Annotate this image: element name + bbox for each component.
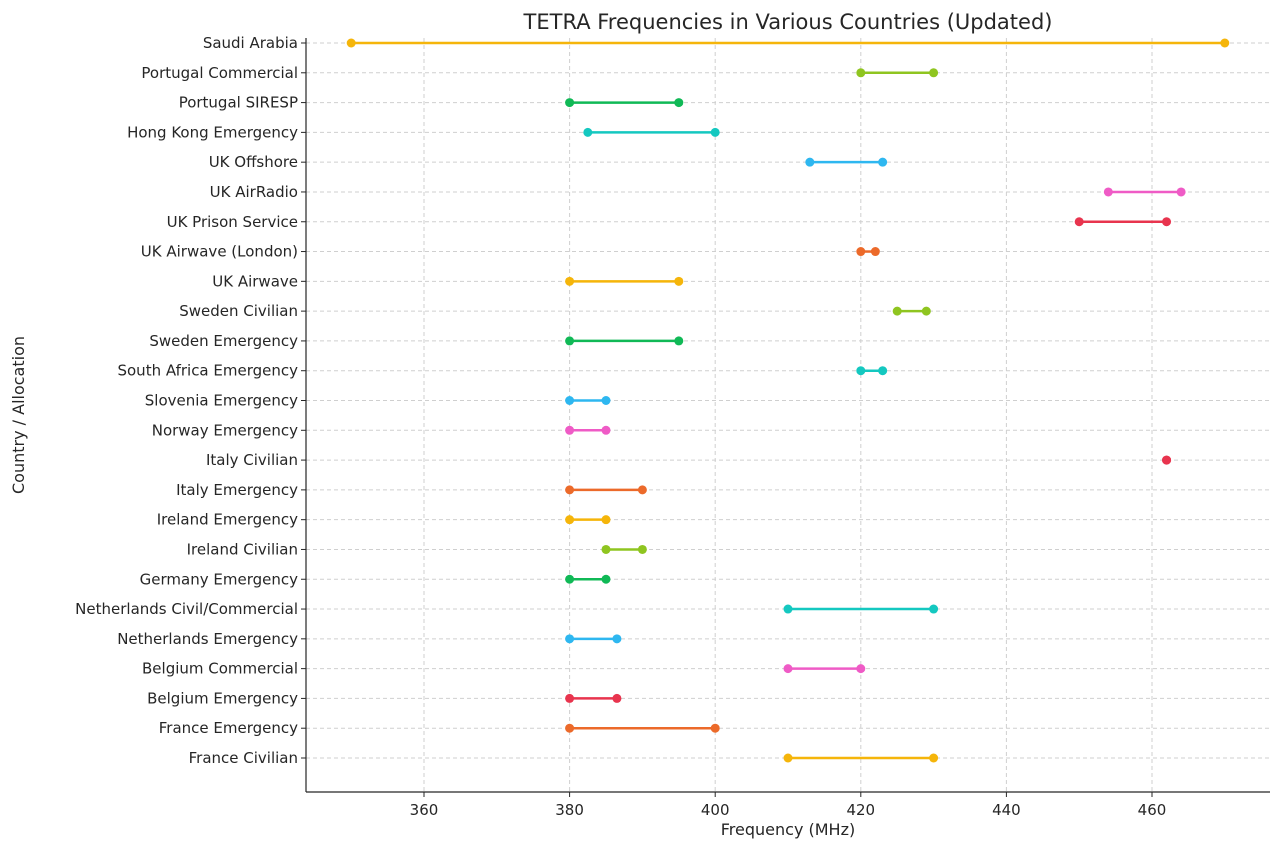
range-end-point — [612, 693, 622, 703]
range-start-point — [1074, 217, 1084, 227]
y-tick-label: UK Prison Service — [167, 213, 298, 231]
range-start-point — [565, 485, 575, 495]
range-start-point — [856, 68, 866, 78]
range-start-point — [783, 753, 793, 763]
range-start-point — [565, 425, 575, 435]
y-tick-labels: France Civilian France Emergency Belgium E… — [75, 34, 306, 767]
y-tick-label: Sweden Emergency — [149, 332, 298, 350]
y-tick-label: Ireland Emergency — [157, 511, 298, 529]
y-tick-label: Germany Emergency — [140, 570, 298, 588]
y-tick-label: Sweden Civilian — [179, 302, 298, 320]
range-start-point — [565, 98, 575, 108]
range-start-point — [892, 306, 902, 316]
y-tick-label: Italy Civilian — [206, 451, 298, 469]
range-start-point — [601, 544, 611, 554]
range-end-point — [921, 306, 931, 316]
x-tick-label: 460 — [1138, 801, 1167, 819]
y-tick-label: Netherlands Emergency — [117, 630, 298, 648]
y-tick-label: Netherlands Civil/Commercial — [75, 600, 298, 618]
y-tick-label: Portugal SIRESP — [179, 94, 298, 112]
range-start-point — [565, 396, 575, 405]
y-tick-label: France Emergency — [159, 719, 298, 737]
range-end-point — [674, 98, 684, 108]
range-start-point — [783, 664, 793, 674]
range-end-point — [1162, 217, 1172, 227]
range-end-point — [1176, 187, 1186, 197]
range-start-point — [565, 723, 575, 733]
x-tick-label: 380 — [555, 801, 584, 819]
range-end-point — [612, 634, 622, 644]
range-end-point — [870, 247, 880, 257]
x-tick-labels: 360 380 400 420 440 460 — [410, 792, 1167, 819]
x-tick-label: 420 — [846, 801, 875, 819]
range-start-point — [805, 157, 815, 167]
range-end-point — [601, 425, 611, 435]
range-end-point — [710, 723, 720, 733]
y-tick-label: South Africa Emergency — [117, 362, 298, 380]
range-end-point — [601, 574, 611, 584]
y-tick-label: Italy Emergency — [176, 481, 298, 499]
range-end-point — [929, 68, 939, 78]
range-start-point — [1103, 187, 1113, 197]
range-start-point — [856, 247, 866, 257]
range-end-point — [878, 366, 888, 376]
y-tick-label: UK Airwave — [212, 272, 298, 290]
range-end-point — [674, 276, 684, 286]
marks — [346, 38, 1230, 763]
x-tick-label: 440 — [992, 801, 1021, 819]
y-tick-label: Belgium Commercial — [142, 660, 298, 678]
range-end-point — [637, 544, 647, 554]
y-tick-label: Ireland Civilian — [187, 540, 298, 558]
grid — [306, 38, 1270, 792]
chart-title: TETRA Frequencies in Various Countries (… — [523, 10, 1053, 34]
y-tick-label: Belgium Emergency — [147, 689, 298, 707]
y-tick-label: UK AirRadio — [210, 183, 298, 201]
range-start-point — [565, 336, 575, 346]
y-tick-label: Slovenia Emergency — [145, 392, 298, 410]
range-start-point — [783, 604, 793, 614]
range-start-point — [565, 574, 575, 584]
x-tick-label: 360 — [410, 801, 439, 819]
y-tick-label: Saudi Arabia — [203, 34, 298, 52]
range-end-point — [929, 604, 939, 614]
range-end-point — [1220, 38, 1230, 48]
range-end-point — [601, 515, 611, 525]
range-start-point — [565, 634, 575, 644]
y-tick-label: UK Offshore — [209, 153, 298, 171]
x-axis-label: Frequency (MHz) — [721, 820, 855, 839]
y-tick-label: UK Airwave (London) — [141, 243, 298, 261]
y-tick-label: Portugal Commercial — [141, 64, 298, 82]
range-end-point — [637, 485, 647, 495]
range-end-point — [1162, 455, 1172, 465]
range-start-point — [565, 515, 575, 525]
y-axis-label: Country / Allocation — [9, 336, 28, 494]
range-end-point — [856, 664, 866, 674]
y-tick-label: France Civilian — [189, 749, 298, 767]
range-end-point — [929, 753, 939, 763]
range-start-point — [565, 693, 575, 703]
range-end-point — [710, 127, 720, 137]
x-tick-label: 400 — [701, 801, 730, 819]
range-start-point — [856, 366, 866, 376]
range-end-point — [674, 336, 684, 346]
y-tick-label: Hong Kong Emergency — [127, 123, 298, 141]
range-start-point — [346, 38, 356, 48]
range-start-point — [565, 276, 575, 286]
range-start-point — [583, 127, 593, 137]
range-end-point — [601, 396, 611, 405]
y-tick-label: Norway Emergency — [152, 421, 298, 439]
range-end-point — [878, 157, 888, 167]
